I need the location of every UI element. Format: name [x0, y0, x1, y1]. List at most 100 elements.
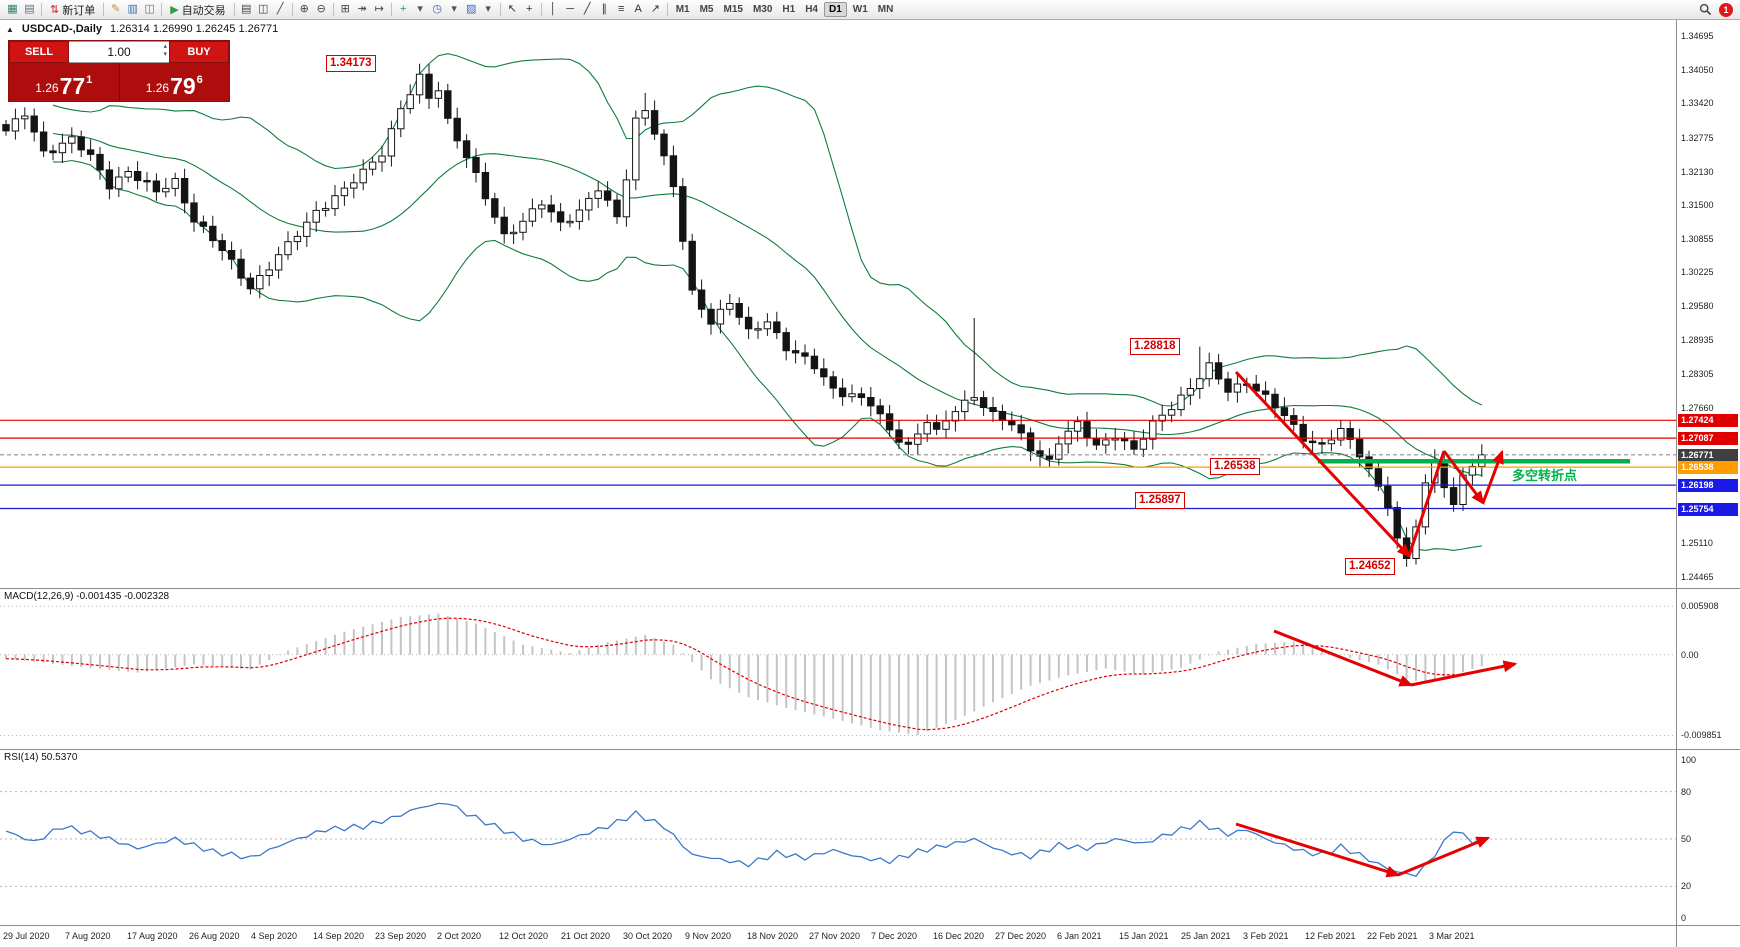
date-label: 26 Aug 2020 [189, 931, 240, 941]
periods-icon[interactable]: ◷ [432, 3, 442, 15]
zoom-in-icon[interactable]: ⊕ [299, 3, 309, 15]
buy-button[interactable]: BUY [169, 41, 229, 63]
autotrading-icon: ▶ [170, 4, 179, 16]
turning-point-label[interactable]: 多空转折点 [1512, 468, 1578, 483]
buy-price-display[interactable]: 1.26 79 6 [120, 63, 230, 101]
horizontal-line-icon[interactable]: ─ [566, 3, 575, 15]
templates-dropdown-icon[interactable]: ▾ [485, 3, 491, 15]
new-chart-icon[interactable]: ▦ [7, 3, 18, 15]
price-tick: 1.28935 [1681, 335, 1714, 346]
price-annotation[interactable]: 1.25897 [1135, 492, 1185, 509]
navigator-icon[interactable]: ◫ [144, 3, 155, 15]
date-label: 12 Feb 2021 [1305, 931, 1356, 941]
toolbar-button-label: 新订单 [62, 4, 96, 17]
rsi-scale-tick: 80 [1681, 786, 1692, 797]
price-tick: 1.34050 [1681, 65, 1714, 76]
bar-chart-icon[interactable]: ▤ [240, 3, 252, 15]
timeframe-h4-button[interactable]: H4 [805, 4, 818, 15]
auto-scroll-icon[interactable]: ↠ [357, 3, 367, 15]
price-tick: 1.32130 [1681, 166, 1714, 177]
chart-shift-icon[interactable]: ↦ [374, 3, 384, 15]
arrows-icon[interactable]: ↗ [650, 3, 660, 15]
panel-separator[interactable] [0, 925, 1740, 926]
profiles-icon[interactable]: ▤ [24, 3, 35, 15]
price-annotation[interactable]: 1.24652 [1345, 558, 1395, 575]
one-click-trading-panel: SELL 1.00 ▴ ▾ BUY 1.26 77 1 1.26 79 6 [8, 40, 230, 102]
timeframe-h1-button[interactable]: H1 [782, 4, 796, 15]
toolbar-separator [540, 3, 542, 16]
ask-pips: 79 [170, 73, 196, 99]
date-label: 15 Jan 2021 [1119, 931, 1169, 941]
timeframe-w1-button[interactable]: W1 [852, 4, 868, 15]
volume-up-button[interactable]: ▴ [163, 43, 167, 50]
toolbar-right: 1 [1697, 2, 1736, 18]
sell-button[interactable]: SELL [9, 41, 69, 63]
timeframe-mn-button[interactable]: MN [877, 4, 894, 15]
date-label: 23 Sep 2020 [375, 931, 427, 941]
autotrading-button[interactable]: ▶ 自动交易 [165, 2, 230, 18]
line-chart-icon[interactable]: ╱ [276, 3, 284, 15]
price-annotation[interactable]: 1.26538 [1210, 458, 1260, 475]
toolbar-separator [41, 3, 42, 16]
search-icon[interactable] [1697, 2, 1714, 18]
timeframe-d1-button[interactable]: D1 [824, 2, 847, 17]
indicators-icon[interactable]: + [399, 3, 407, 15]
vertical-line-icon[interactable]: │ [549, 3, 557, 15]
timeframe-m15-button[interactable]: M15 [723, 4, 743, 15]
price-annotation[interactable]: 1.34173 [326, 55, 376, 72]
bid-point: 1 [86, 74, 93, 86]
new-order-button[interactable]: ⇅ 新订单 [45, 2, 100, 18]
date-label: 17 Aug 2020 [127, 931, 178, 941]
date-label: 21 Oct 2020 [561, 931, 611, 941]
metaeditor-icon[interactable]: ✎ [111, 3, 121, 15]
rsi-scale-tick: 50 [1681, 834, 1692, 844]
price-tick: 1.30855 [1681, 234, 1714, 244]
panel-separator[interactable] [0, 749, 1740, 750]
sell-price-display[interactable]: 1.26 77 1 [9, 63, 119, 101]
one-click-toggle-icon[interactable]: ▲ [6, 24, 14, 34]
bid-base: 1.26 [35, 81, 59, 95]
timeframe-m30-button[interactable]: M30 [752, 4, 773, 15]
price-tick: 1.30225 [1681, 267, 1714, 278]
trendline-icon[interactable]: ╱ [583, 3, 591, 15]
toolbar-separator [390, 3, 392, 16]
price-tick: 1.24465 [1681, 571, 1714, 582]
price-annotation[interactable]: 1.28818 [1130, 338, 1180, 355]
timeframe-m1-button[interactable]: M1 [675, 4, 690, 15]
date-label: 30 Oct 2020 [623, 931, 673, 941]
toolbar-separator [161, 3, 163, 16]
toolbar-separator [332, 3, 334, 16]
date-label: 25 Jan 2021 [1181, 931, 1231, 941]
periods-dropdown-icon[interactable]: ▾ [451, 3, 457, 15]
timeframe-m5-button[interactable]: M5 [699, 4, 714, 15]
market-watch-icon[interactable]: ▥ [127, 3, 138, 15]
rsi-indicator-canvas[interactable] [0, 750, 1676, 925]
candlestick-chart-icon[interactable]: ◫ [257, 3, 269, 15]
price-scale[interactable]: 1.34695 1.34050 1.33420 1.32775 1.32130 1.315… [1677, 0, 1740, 947]
macd-indicator-canvas[interactable] [0, 589, 1676, 749]
templates-icon[interactable]: ▨ [465, 3, 477, 15]
main-chart-canvas[interactable] [0, 20, 1676, 588]
price-tick: 1.31500 [1681, 199, 1714, 210]
fibonacci-icon[interactable]: ≡ [617, 3, 625, 15]
zoom-out-icon[interactable]: ⊖ [316, 3, 326, 15]
volume-field[interactable]: 1.00 ▴ ▾ [69, 41, 169, 63]
ask-base: 1.26 [145, 81, 170, 95]
cursor-icon[interactable]: ↖ [507, 3, 517, 15]
text-icon[interactable]: A [634, 3, 642, 15]
macd-scale-tick: -0.009851 [1681, 730, 1722, 741]
date-axis[interactable]: 29 Jul 2020 7 Aug 2020 17 Aug 2020 26 Aug 2… [0, 926, 1676, 947]
date-label: 7 Aug 2020 [65, 931, 111, 941]
date-label: 18 Nov 2020 [747, 931, 799, 941]
date-label: 14 Sep 2020 [313, 931, 365, 941]
volume-down-button[interactable]: ▾ [163, 51, 167, 59]
tile-windows-icon[interactable]: ⊞ [340, 3, 350, 15]
toolbar-separator [103, 3, 105, 16]
notification-badge[interactable]: 1 [1719, 2, 1733, 17]
panel-separator[interactable] [0, 588, 1740, 589]
price-tick: 1.29580 [1681, 301, 1714, 312]
indicators-dropdown-icon[interactable]: ▾ [417, 3, 423, 15]
new-order-icon: ⇅ [50, 4, 60, 16]
crosshair-icon[interactable]: + [525, 3, 533, 15]
equidistant-channel-icon[interactable]: ∥ [601, 3, 607, 15]
